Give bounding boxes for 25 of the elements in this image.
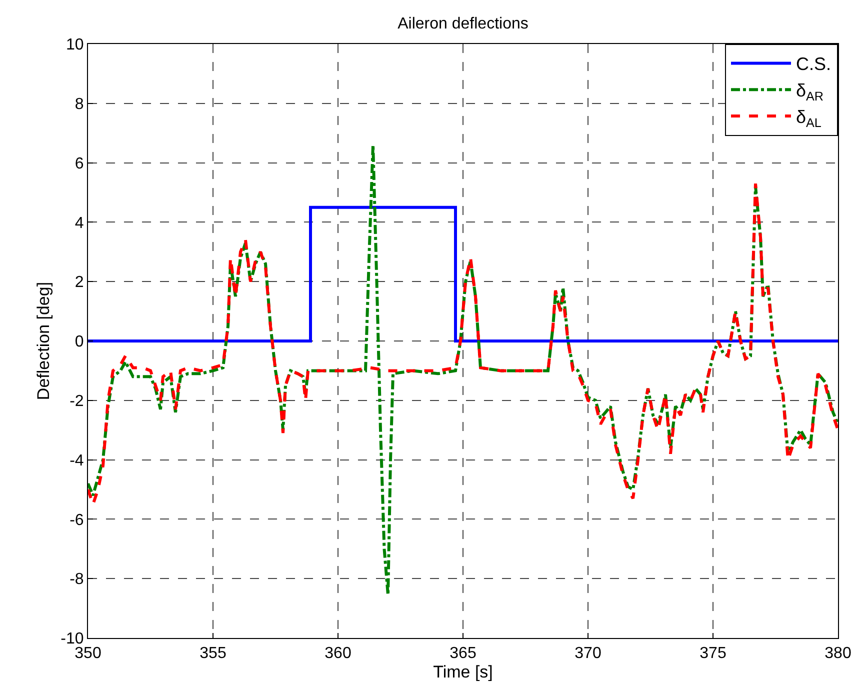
y-tick-label: 4 <box>74 214 84 232</box>
x-tick-label: 370 <box>574 645 602 662</box>
line-series <box>88 143 838 596</box>
y-tick-label: 6 <box>74 155 84 172</box>
y-tick-label: 10 <box>66 36 84 54</box>
legend-label: δ$_{AL}$ <box>796 107 822 130</box>
x-tick-label: 355 <box>200 645 226 662</box>
x-tick-label: 350 <box>74 645 102 662</box>
y-tick-label: -2 <box>70 393 84 410</box>
legend-label: δ$_{AR}$ <box>796 80 824 104</box>
x-axis-title: Time [s] <box>433 662 493 682</box>
y-tick-label: -4 <box>70 452 84 470</box>
chart-title: Aileron deflections <box>398 16 528 33</box>
legend-label: C.S. <box>796 54 832 74</box>
y-tick-label: -10 <box>60 630 84 648</box>
y-tick-label: -8 <box>70 571 84 588</box>
y-tick-label: 8 <box>74 96 84 113</box>
x-tick-label: 380 <box>824 645 852 662</box>
x-tick-label: 375 <box>700 645 726 662</box>
x-tick-label: 365 <box>450 645 476 662</box>
y-tick-label: -6 <box>70 512 84 529</box>
x-tick-label: 360 <box>324 645 352 662</box>
y-axis-title: Deflection [deg] <box>34 282 54 400</box>
y-tick-label: 0 <box>74 334 84 351</box>
y-tick-label: 2 <box>74 274 84 292</box>
